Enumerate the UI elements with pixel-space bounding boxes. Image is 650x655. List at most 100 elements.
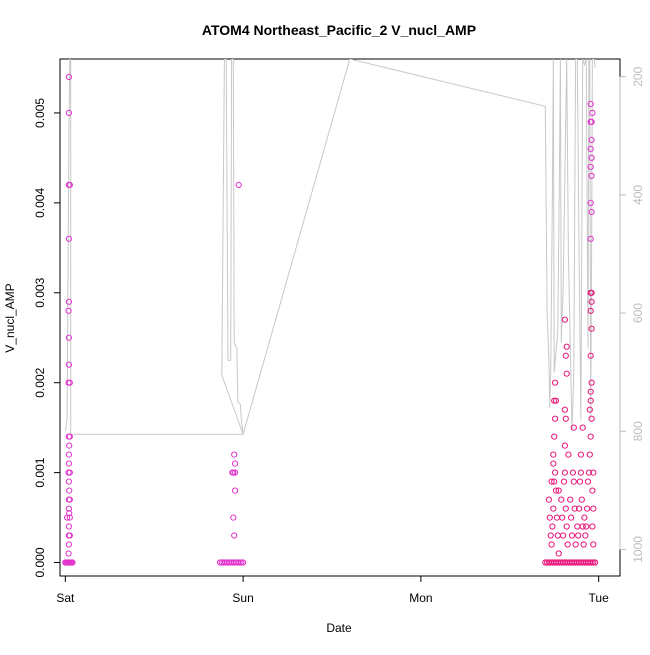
scatter-point	[586, 451, 593, 458]
scatter-point	[65, 460, 73, 467]
scatter-point	[66, 496, 73, 503]
scatter-point	[590, 469, 597, 476]
scatter-point	[554, 532, 561, 539]
y-tick-label: 0.005	[33, 98, 47, 128]
scatter-point	[555, 550, 562, 557]
scatter-point	[65, 109, 73, 117]
y-tick-label: 0.000	[33, 547, 47, 577]
scatter-point	[570, 478, 577, 485]
scatter-point	[570, 424, 577, 431]
scatter-point	[587, 307, 594, 314]
x-tick-label: Mon	[409, 591, 432, 605]
scatter-point	[588, 298, 595, 305]
scatter-point	[66, 514, 73, 521]
scatter-point	[64, 514, 71, 521]
scatter-point	[65, 361, 73, 368]
scatter-point	[563, 523, 570, 530]
scatter-point	[65, 541, 73, 548]
y-axis-right: 200 400 600 800 1000	[619, 66, 645, 563]
scatter-point	[551, 478, 558, 485]
scatter-point	[579, 523, 586, 530]
scatter-point	[561, 406, 569, 413]
scatter-point	[587, 163, 594, 170]
scatter-point	[589, 523, 596, 530]
scatter-point	[65, 334, 73, 341]
scatter-point	[66, 442, 73, 449]
scatter-point	[561, 442, 569, 449]
scatter-point	[587, 352, 594, 359]
scatter-point	[586, 406, 593, 413]
scatter-point	[564, 541, 571, 548]
scatter-point	[65, 523, 73, 530]
scatter-point	[561, 316, 569, 323]
scatter-point	[568, 514, 575, 521]
scatter-point	[65, 298, 73, 305]
y-axis-left: 0.000 0.001 0.002 0.003 0.004 0.005	[33, 98, 61, 578]
scatter-point	[547, 532, 554, 539]
scatter-point	[550, 505, 557, 512]
scatter-point	[65, 307, 72, 314]
scatter-point	[584, 505, 591, 512]
scatter-point	[560, 478, 568, 485]
y2-tick-label: 1000	[631, 536, 645, 563]
y2-tick-label: 600	[631, 303, 645, 323]
scatter-point	[66, 469, 73, 476]
scatter-point	[236, 559, 243, 566]
scatter-point	[232, 469, 239, 476]
scatter-point	[587, 100, 594, 108]
scatter-point	[550, 460, 557, 467]
scatter-point	[577, 469, 585, 476]
scatter-point	[588, 172, 595, 179]
scatter-point	[549, 523, 556, 530]
scatter-point	[230, 469, 237, 476]
scatter-point	[567, 496, 574, 503]
y-axis-label: V_nucl_AMP	[3, 283, 17, 352]
scatter-point	[580, 541, 587, 548]
scatter-point	[562, 415, 569, 422]
scatter-point	[548, 478, 555, 485]
scatter-point	[231, 451, 238, 458]
scatter-point	[589, 109, 596, 117]
scatter-point	[589, 487, 596, 494]
scatter-point	[231, 532, 238, 539]
scatter-point	[572, 541, 579, 548]
x-tick-label: Sat	[56, 591, 75, 605]
scatter-point	[588, 559, 595, 566]
scatter-point	[587, 388, 594, 395]
scatter-point	[588, 154, 595, 161]
scatter-point	[578, 496, 585, 503]
scatter-point	[571, 505, 578, 512]
line-series-layer	[64, 59, 596, 435]
scatter-point	[588, 379, 595, 386]
scatter-point	[561, 469, 569, 476]
depth-line-series	[64, 59, 596, 435]
y-tick-label: 0.001	[33, 457, 47, 487]
scatter-point	[563, 370, 570, 377]
scatter-point	[588, 136, 595, 143]
scatter-point	[587, 199, 594, 206]
scatter-point	[552, 415, 559, 422]
scatter-point	[552, 469, 559, 476]
scatter-point	[553, 514, 561, 521]
scatter-point	[565, 451, 572, 458]
scatter-point	[590, 505, 597, 512]
scatter-point	[545, 496, 553, 503]
scatter-point	[546, 514, 553, 521]
scatter-point	[588, 325, 595, 332]
scatter-point	[240, 559, 247, 566]
scatter-point	[232, 460, 239, 467]
scatter-point	[588, 415, 595, 422]
scatter-point	[65, 235, 73, 242]
scatter-point	[587, 433, 594, 440]
y2-tick-label: 200	[631, 66, 645, 86]
scatter-points-layer	[62, 73, 599, 566]
scatter-point	[568, 532, 576, 539]
scatter-point	[238, 559, 245, 566]
scatter-point	[69, 559, 76, 566]
scatter-point	[588, 289, 595, 296]
scatter-point	[550, 451, 557, 458]
x-tick-label: Sun	[232, 591, 253, 605]
scatter-point	[587, 235, 594, 242]
scatter-point	[551, 433, 558, 440]
